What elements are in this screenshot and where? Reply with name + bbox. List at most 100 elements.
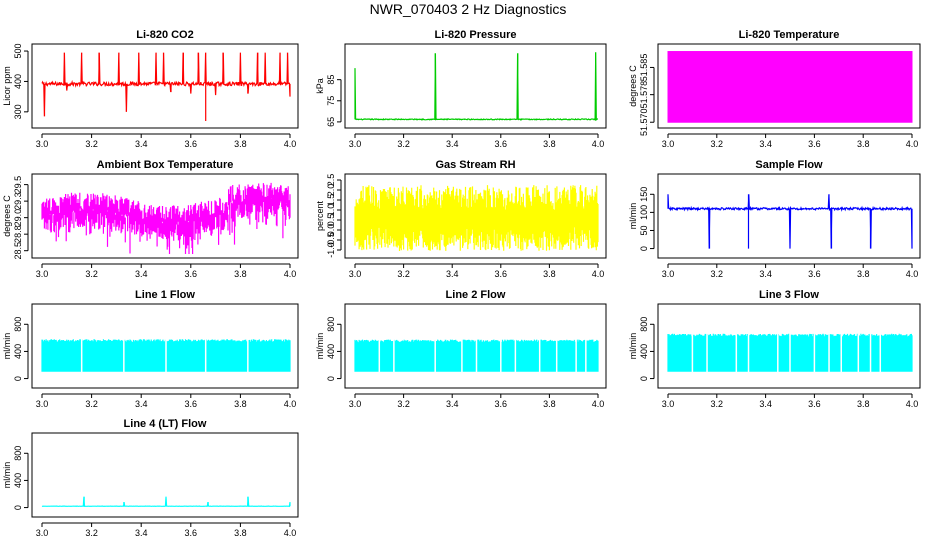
series-line	[354, 52, 598, 122]
x-tick-label: 4.0	[284, 528, 297, 538]
x-tick-label: 3.0	[662, 269, 675, 279]
y-axis-label: kPa	[315, 78, 325, 94]
x-tick-label: 3.4	[446, 399, 459, 409]
plot-title: Line 1 Flow	[135, 289, 195, 301]
x-tick-label: 3.0	[349, 399, 362, 409]
y-axis-label: ml/min	[2, 333, 12, 360]
x-tick-label: 3.8	[234, 399, 247, 409]
x-tick-label: 3.6	[185, 139, 198, 149]
plot-title: Ambient Box Temperature	[97, 159, 234, 171]
y-tick-label: 51.570	[639, 108, 649, 136]
y-tick-label: 0	[639, 246, 649, 251]
series-line	[41, 496, 291, 508]
x-tick-label: 3.6	[495, 269, 508, 279]
x-tick-label: 3.6	[185, 399, 198, 409]
plot-title: Gas Stream RH	[435, 159, 515, 171]
y-tick-label: 800	[13, 446, 23, 461]
y-axis-label: ml/min	[2, 462, 12, 489]
x-tick-label: 3.0	[662, 139, 675, 149]
y-tick-label: 400	[639, 344, 649, 359]
plot-sample: Sample Flow 3.0 3.2 3.4 3.6 3.8 4.0 0 50 100 150ml…	[628, 159, 921, 279]
x-tick-label: 3.8	[234, 139, 247, 149]
plot-frame	[657, 303, 921, 389]
x-tick-label: 3.0	[36, 139, 49, 149]
x-tick-label: 3.8	[543, 399, 556, 409]
y-axis-label: ml/min	[628, 203, 638, 230]
x-tick-label: 3.6	[495, 399, 508, 409]
plot-temperature: Li-820 Temperature 3.0 3.2 3.4 3.6 3.8 4.0 51.5…	[628, 29, 921, 149]
plot-frame	[344, 43, 607, 129]
series-fill	[667, 51, 913, 123]
plot-frame	[344, 173, 607, 259]
plot-line3: Line 3 Flow 3.0 3.2 3.4 3.6 3.8 4.0 0 400 800ml/m…	[628, 289, 921, 409]
y-tick-label: 51.578	[639, 81, 649, 109]
x-tick-label: 3.8	[234, 528, 247, 538]
y-axis-label: degrees C	[628, 65, 638, 107]
x-tick-label: 3.0	[349, 139, 362, 149]
y-axis-label: ml/min	[315, 333, 325, 360]
plot-co2: Li-820 CO2 3.0 3.2 3.4 3.6 3.8 4.0 300 400 500Lic…	[2, 29, 299, 149]
x-tick-label: 4.0	[592, 269, 605, 279]
x-tick-label: 3.8	[857, 269, 870, 279]
figure-title: NWR_070403 2 Hz Diagnostics	[369, 1, 567, 17]
y-tick-label: 400	[13, 74, 23, 89]
y-tick-label: 800	[326, 317, 336, 332]
plot-frame	[31, 173, 299, 259]
y-tick-label: 400	[13, 344, 23, 359]
series-band	[354, 339, 599, 372]
y-tick-label: 1.5	[326, 194, 336, 207]
y-tick-label: 2.5	[326, 174, 336, 187]
y-tick-label: 300	[13, 104, 23, 119]
x-tick-label: 3.0	[36, 528, 49, 538]
y-axis-label: percent	[315, 200, 325, 231]
x-tick-label: 4.0	[592, 399, 605, 409]
y-axis-label: Licor ppm	[2, 66, 12, 106]
y-tick-label: 800	[13, 317, 23, 332]
x-tick-label: 3.2	[397, 269, 410, 279]
y-tick-label: 85	[326, 75, 336, 85]
x-tick-label: 4.0	[284, 139, 297, 149]
x-tick-label: 3.6	[185, 269, 198, 279]
x-tick-label: 4.0	[906, 139, 919, 149]
x-tick-label: 3.0	[36, 269, 49, 279]
x-tick-label: 3.8	[543, 269, 556, 279]
plot-frame	[31, 432, 299, 518]
plot-frame	[31, 43, 299, 129]
x-tick-label: 3.4	[446, 139, 459, 149]
y-tick-label: 28.8	[13, 225, 23, 243]
x-tick-label: 3.0	[36, 399, 49, 409]
x-tick-label: 3.6	[808, 269, 821, 279]
x-tick-label: 3.4	[446, 269, 459, 279]
x-tick-label: 3.8	[234, 269, 247, 279]
y-tick-label: 800	[639, 317, 649, 332]
x-tick-label: 3.2	[85, 139, 98, 149]
y-tick-label: 0	[13, 505, 23, 510]
plot-title: Line 3 Flow	[759, 289, 819, 301]
y-tick-label: 1.0	[326, 204, 336, 217]
y-tick-label: 0	[13, 376, 23, 381]
x-tick-label: 4.0	[592, 139, 605, 149]
y-tick-label: 0.0	[326, 224, 336, 237]
y-tick-label: 28.5	[13, 242, 23, 260]
x-tick-label: 3.6	[495, 139, 508, 149]
x-tick-label: 3.2	[711, 139, 724, 149]
x-tick-label: 4.0	[284, 399, 297, 409]
plot-frame	[344, 303, 607, 389]
x-tick-label: 4.0	[906, 269, 919, 279]
plot-pressure: Li-820 Pressure 3.0 3.2 3.4 3.6 3.8 4.0 65 75 85k…	[315, 29, 607, 149]
x-tick-label: 3.8	[857, 139, 870, 149]
x-tick-label: 3.8	[857, 399, 870, 409]
x-tick-label: 3.2	[85, 269, 98, 279]
y-tick-label: 150	[639, 187, 649, 202]
y-tick-label: 0	[326, 376, 336, 381]
plot-frame	[657, 173, 921, 259]
x-tick-label: 3.4	[135, 139, 148, 149]
x-tick-label: 3.8	[543, 139, 556, 149]
x-tick-label: 3.4	[759, 139, 772, 149]
plot-title: Li-820 CO2	[136, 29, 193, 41]
series-line	[41, 52, 291, 121]
y-tick-label: -1.0	[326, 242, 336, 258]
x-tick-label: 3.6	[808, 399, 821, 409]
x-tick-label: 4.0	[906, 399, 919, 409]
